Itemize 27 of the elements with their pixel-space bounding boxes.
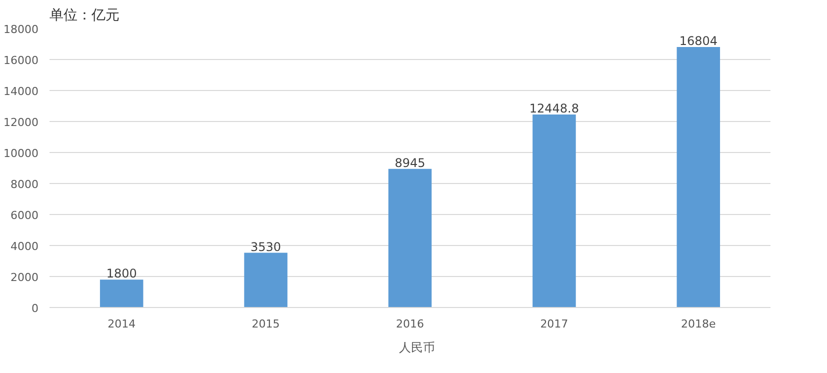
x-tick-label: 2017 xyxy=(540,318,568,330)
x-tick-label: 2018e xyxy=(681,318,716,330)
data-label: 1800 xyxy=(106,266,137,281)
bar xyxy=(100,280,144,308)
y-tick-label: 16000 xyxy=(4,54,39,67)
data-label: 8945 xyxy=(394,156,426,170)
y-tick-label: 6000 xyxy=(10,209,39,222)
y-tick-label: 12000 xyxy=(4,116,39,129)
bar xyxy=(388,168,432,308)
y-tick-label: 8000 xyxy=(10,178,39,191)
chart-title: 单位：亿元 xyxy=(50,8,120,24)
y-tick-label: 4000 xyxy=(10,240,39,253)
y-tick-label: 10000 xyxy=(4,147,39,160)
y-tick-label: 0 xyxy=(32,302,38,315)
bar xyxy=(244,252,288,308)
bar xyxy=(676,47,720,308)
data-label: 3530 xyxy=(250,240,282,254)
text: 人民币 xyxy=(399,340,435,356)
y-tick-label: 18000 xyxy=(4,23,39,36)
y-tick-label: 14000 xyxy=(4,85,39,98)
x-tick-label: 2016 xyxy=(396,318,424,330)
x-tick-label: 2015 xyxy=(252,318,280,330)
data-label: 12448.8 xyxy=(529,102,580,116)
y-tick-label: 2000 xyxy=(10,271,39,284)
bar xyxy=(532,114,576,308)
data-label: 16804 xyxy=(679,34,718,48)
x-tick-label: 2014 xyxy=(108,318,136,330)
